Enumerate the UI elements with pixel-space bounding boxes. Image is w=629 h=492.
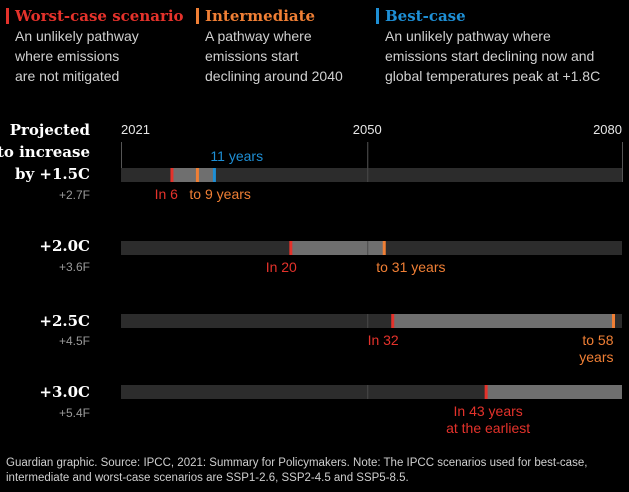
x-tick-label: 2080 (593, 122, 622, 137)
legend-desc-line: emissions start (205, 48, 299, 64)
worst-case-marker (170, 168, 174, 182)
row-label-line: to increase (0, 143, 90, 161)
worst-case-marker (484, 385, 488, 399)
legend-desc-line: are not mitigated (15, 68, 120, 84)
row-label-line: Projected (9, 121, 90, 139)
row-label-line: +2.0C (39, 237, 90, 255)
legend-desc-line: A pathway where (205, 28, 312, 44)
worst-case-label: In 32 (368, 332, 399, 348)
legend-intermediate-title: Intermediate (205, 7, 316, 25)
legend-desc-line: declining around 2040 (205, 68, 343, 84)
intermediate-label: to 31 years (376, 259, 445, 275)
legend-intermediate-desc: A pathway where emissions start declinin… (205, 26, 343, 86)
legend-desc-line: An unlikely pathway (15, 28, 139, 44)
intermediate-marker (612, 314, 616, 328)
row-label-line: by +1.5C (14, 165, 90, 183)
legend-desc-line: emissions start declining now and (385, 48, 595, 64)
legend-desc-line: global temperatures peak at +1.8C (385, 68, 601, 84)
legend-worst-case-swatch (6, 8, 9, 24)
worst-case-label: In 20 (266, 259, 297, 275)
row-sub-fahrenheit: +3.6F (58, 260, 90, 274)
intermediate-marker (382, 241, 386, 255)
legend-best-case-swatch (376, 8, 379, 24)
row-sub-fahrenheit: +2.7F (58, 188, 90, 202)
track-bar (121, 168, 622, 182)
intermediate-label: to 9 years (189, 186, 250, 202)
worst-case-marker (391, 314, 395, 328)
legend-desc-line: where emissions (15, 48, 120, 64)
row-sub-fahrenheit: +4.5F (58, 334, 90, 348)
worst-case-label: at the earliest (446, 420, 530, 436)
range-bar (392, 314, 614, 328)
legend-worst-case-title: Worst-case scenario (15, 7, 184, 25)
row-label-line: +3.0C (39, 383, 90, 401)
best-case-marker (212, 168, 216, 182)
worst-case-marker (289, 241, 293, 255)
row-sub-fahrenheit: +5.4F (58, 406, 90, 420)
best-case-label: 11 years (210, 148, 263, 164)
legend-worst-case-desc: An unlikely pathway where emissions are … (15, 26, 139, 86)
range-bar (486, 385, 622, 399)
x-tick-label: 2050 (353, 122, 382, 137)
row-label-line: +2.5C (39, 312, 90, 330)
source-footnote: Guardian graphic. Source: IPCC, 2021: Su… (6, 457, 588, 484)
intermediate-label: to 58 (582, 332, 613, 348)
legend-intermediate-swatch (196, 8, 199, 24)
intermediate-label: years (579, 349, 613, 365)
worst-case-label: In 43 years (454, 403, 523, 419)
worst-case-label: In 6 (155, 186, 179, 202)
x-tick-label: 2021 (121, 122, 150, 137)
range-bar (171, 168, 215, 182)
intermediate-marker (195, 168, 199, 182)
legend-best-case-title: Best-case (385, 7, 466, 25)
range-bar (290, 241, 385, 255)
legend-desc-line: An unlikely pathway where (385, 28, 551, 44)
legend-best-case-desc: An unlikely pathway where emissions star… (385, 26, 600, 86)
timeline-chart: 2021 2050 2080 11 years In 6 to 9 years In 20 t… (121, 122, 623, 436)
